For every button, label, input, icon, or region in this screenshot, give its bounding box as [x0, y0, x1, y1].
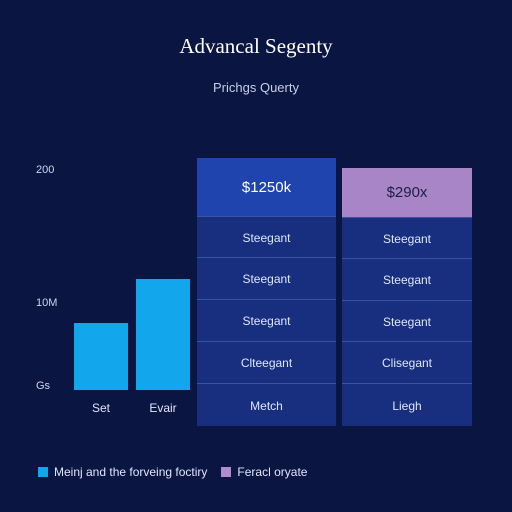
legend-label: Feracl oryate	[237, 465, 308, 479]
table-column-1: $1250k Steegant Steegant Steegant Clteeg…	[197, 158, 336, 426]
table-cell: Clteegant	[197, 341, 336, 384]
y-tick-label: 10M	[36, 297, 58, 309]
table-cell: Clisegant	[342, 341, 472, 384]
table-column-footer: Metch	[197, 383, 336, 427]
table-column-footer: Liegh	[342, 383, 472, 427]
y-tick-label: 200	[36, 164, 55, 176]
legend-item: Meinj and the forveing foctiry	[38, 465, 207, 479]
chart-title: Advancal Segenty	[179, 34, 333, 58]
x-tick-label: Set	[91, 401, 110, 415]
table-cell: Steegant	[197, 216, 336, 258]
table-column-2: $290x Steegant Steegant Steegant Clisega…	[342, 168, 472, 426]
table-cell: Steegant	[197, 257, 336, 300]
bar-2	[136, 279, 190, 390]
table-cell: Steegant	[342, 258, 472, 301]
legend-swatch	[221, 467, 232, 477]
y-tick-label: Gs	[36, 380, 51, 392]
table-column-header: $290x	[342, 168, 472, 217]
table-cell: Steegant	[342, 217, 472, 259]
legend-swatch	[38, 467, 48, 477]
chart-subtitle: Prichgs Querty	[213, 80, 299, 95]
table-column-header: $1250k	[197, 158, 336, 216]
legend-item: Feracl oryate	[221, 465, 307, 479]
table-cell: Steegant	[342, 300, 472, 342]
x-tick-label: Evair	[149, 401, 177, 415]
legend-label: Meinj and the forveing foctiry	[54, 465, 208, 479]
chart-legend: Meinj and the forveing foctiry Feracl or…	[38, 465, 321, 479]
bar-1	[74, 323, 128, 390]
table-cell: Steegant	[197, 299, 336, 342]
